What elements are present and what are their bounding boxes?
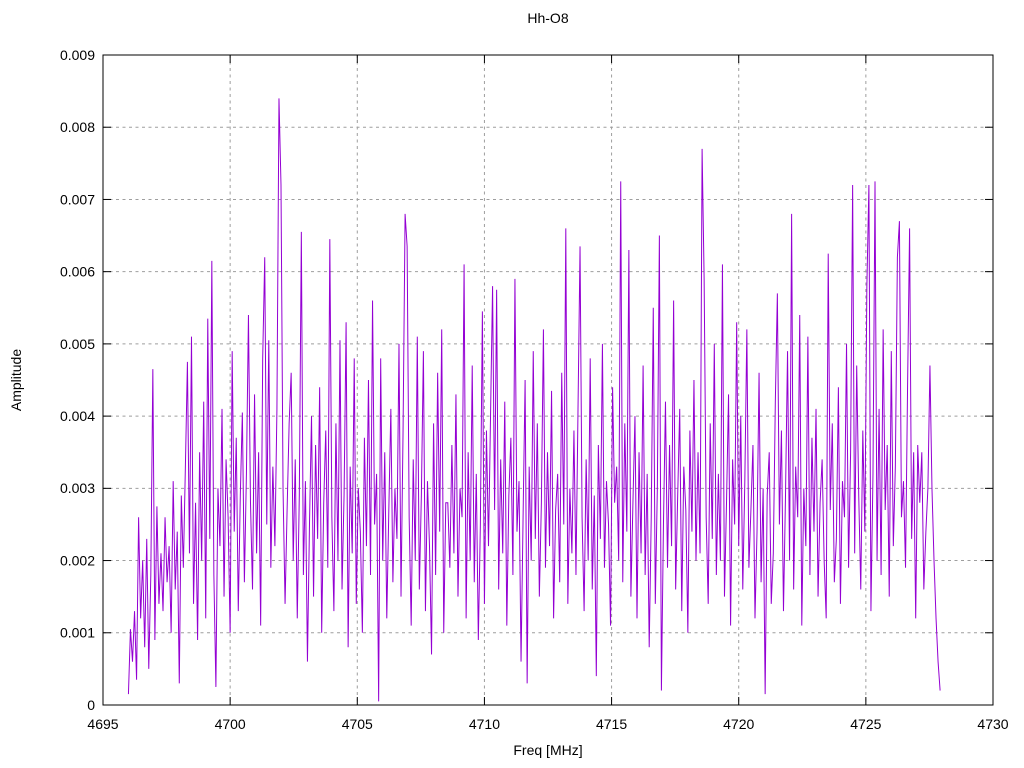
spectrum-line (127, 98, 941, 702)
plot-border (102, 54, 994, 706)
y-tick-label: 0 (87, 697, 95, 713)
x-axis-title: Freq [MHz] (513, 742, 583, 758)
x-tick-label: 4730 (977, 716, 1008, 732)
y-tick-label: 0.009 (60, 47, 95, 63)
y-tick-label: 0.004 (60, 408, 95, 424)
y-tick-label: 0.003 (60, 480, 95, 496)
y-tick-label: 0.001 (60, 625, 95, 641)
x-tick-label: 4705 (342, 716, 373, 732)
y-tick-label: 0.007 (60, 191, 95, 207)
x-tick-label: 4725 (850, 716, 881, 732)
x-tick-label: 4700 (215, 716, 246, 732)
x-tick-label: 4720 (723, 716, 754, 732)
x-tick-label: 4710 (469, 716, 500, 732)
x-tick-label: 4695 (87, 716, 118, 732)
x-tick-label: 4715 (596, 716, 627, 732)
y-tick-label: 0.008 (60, 119, 95, 135)
y-tick-label: 0.005 (60, 336, 95, 352)
y-tick-label: 0.006 (60, 264, 95, 280)
chart-title: Hh-O8 (527, 10, 569, 26)
y-tick-label: 0.002 (60, 552, 95, 568)
